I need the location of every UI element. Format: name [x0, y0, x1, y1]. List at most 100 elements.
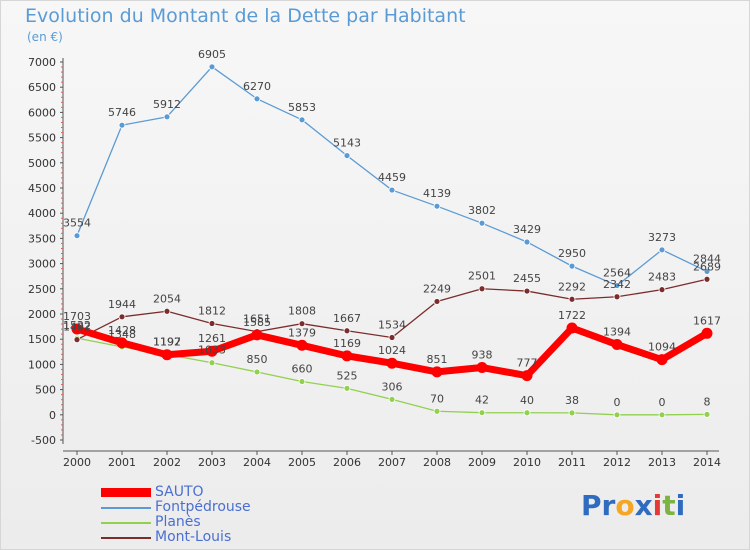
legend-swatch-mont-louis — [101, 537, 151, 539]
series-point-3 — [73, 336, 81, 344]
y-tick-label: 3000 — [28, 258, 56, 271]
y-tick-label: 3500 — [28, 232, 56, 245]
data-label-3: 2292 — [558, 280, 586, 293]
x-tick-label: 2012 — [603, 456, 631, 469]
x-tick-label: 2013 — [648, 456, 676, 469]
data-label-2: 1197 — [153, 335, 181, 348]
series-point-1 — [343, 152, 351, 159]
data-label-0: 1617 — [693, 314, 721, 327]
series-point-1 — [658, 246, 666, 254]
logo-letter: Pr — [581, 489, 616, 522]
y-tick-label: 4000 — [28, 207, 56, 220]
series-point-0 — [611, 339, 623, 351]
data-label-0: 1394 — [603, 326, 631, 339]
series-point-3 — [523, 287, 531, 295]
data-label-3: 2054 — [153, 292, 181, 305]
data-label-3: 2483 — [648, 271, 676, 284]
series-point-1 — [73, 232, 81, 240]
data-label-2: 1522 — [63, 319, 91, 332]
data-label-2: 1033 — [198, 344, 226, 357]
series-point-1 — [118, 121, 126, 129]
data-label-2: 40 — [520, 394, 534, 407]
data-label-0: 777 — [517, 357, 538, 370]
y-tick-label: 1000 — [28, 358, 56, 371]
series-point-0 — [206, 345, 218, 357]
series-point-1 — [478, 219, 486, 227]
series-point-1 — [163, 113, 171, 121]
logo-letter: i — [652, 489, 663, 522]
data-label-1: 2950 — [558, 247, 586, 260]
y-tick-label: 5500 — [28, 132, 56, 145]
data-label-0: 938 — [472, 349, 493, 362]
logo-letter: o — [615, 489, 635, 522]
series-point-1 — [298, 116, 306, 124]
series-point-0 — [116, 337, 128, 349]
series-point-2 — [343, 384, 351, 392]
series-point-1 — [523, 238, 531, 246]
data-label-2: 0 — [614, 396, 621, 409]
series-point-1 — [703, 268, 711, 275]
legend-label-fontpedrouse: Fontpédrouse — [155, 499, 251, 515]
legend-swatch-fontpedrouse — [101, 507, 151, 509]
data-label-2: 306 — [382, 380, 403, 393]
series-point-0 — [71, 323, 83, 335]
data-label-0: 851 — [427, 353, 448, 366]
data-label-3: 1808 — [288, 305, 316, 318]
data-label-2: 70 — [430, 392, 444, 405]
series-point-2 — [388, 395, 396, 403]
series-point-3 — [613, 293, 621, 301]
y-tick-label: 0 — [49, 409, 56, 422]
data-label-0: 1169 — [333, 337, 361, 350]
x-tick-label: 2000 — [63, 456, 91, 469]
legend-label-sauto: SAUTO — [155, 484, 204, 500]
data-label-1: 6905 — [198, 48, 226, 61]
series-point-2 — [433, 407, 441, 415]
data-label-0: 1094 — [648, 341, 676, 354]
series-point-1 — [208, 63, 216, 71]
y-tick-label: 4500 — [28, 182, 56, 195]
series-point-0 — [431, 366, 443, 378]
y-tick-label: 2500 — [28, 283, 56, 296]
series-point-0 — [656, 354, 668, 366]
series-point-3 — [568, 295, 576, 303]
data-label-0: 1585 — [243, 316, 271, 329]
data-label-3: 1492 — [63, 321, 91, 334]
series-point-0 — [386, 357, 398, 369]
data-label-1: 5143 — [333, 137, 361, 150]
y-tick-label: 500 — [35, 384, 56, 397]
series-point-2 — [523, 409, 531, 417]
data-label-0: 1379 — [288, 326, 316, 339]
x-tick-label: 2009 — [468, 456, 496, 469]
data-label-0: 1024 — [378, 344, 406, 357]
series-point-3 — [163, 307, 171, 315]
x-tick-label: 2006 — [333, 456, 361, 469]
data-label-2: 38 — [565, 394, 579, 407]
data-label-1: 3273 — [648, 231, 676, 244]
x-tick-label: 2003 — [198, 456, 226, 469]
series-point-0 — [161, 349, 173, 361]
series-point-2 — [658, 411, 666, 419]
x-tick-label: 2010 — [513, 456, 541, 469]
data-label-3: 2689 — [693, 260, 721, 273]
legend-label-planes: Planès — [155, 514, 201, 530]
series-point-1 — [253, 95, 261, 103]
data-label-3: 1667 — [333, 312, 361, 325]
x-tick-label: 2007 — [378, 456, 406, 469]
data-label-3: 1944 — [108, 298, 136, 311]
chart-subtitle: (en €) — [27, 30, 63, 44]
data-label-1: 3554 — [63, 217, 91, 230]
y-tick-label: -500 — [31, 434, 56, 447]
data-label-2: 525 — [337, 369, 358, 382]
data-label-0: 1192 — [153, 336, 181, 349]
data-label-2: 8 — [704, 395, 711, 408]
data-label-1: 5746 — [108, 106, 136, 119]
series-point-3 — [478, 285, 486, 293]
series-point-3 — [703, 275, 711, 283]
series-point-0 — [251, 329, 263, 341]
data-label-0: 1722 — [558, 309, 586, 322]
data-label-1: 5912 — [153, 98, 181, 111]
x-tick-label: 2014 — [693, 456, 721, 469]
logo-letter: x — [634, 489, 653, 522]
series-point-3 — [343, 327, 351, 335]
